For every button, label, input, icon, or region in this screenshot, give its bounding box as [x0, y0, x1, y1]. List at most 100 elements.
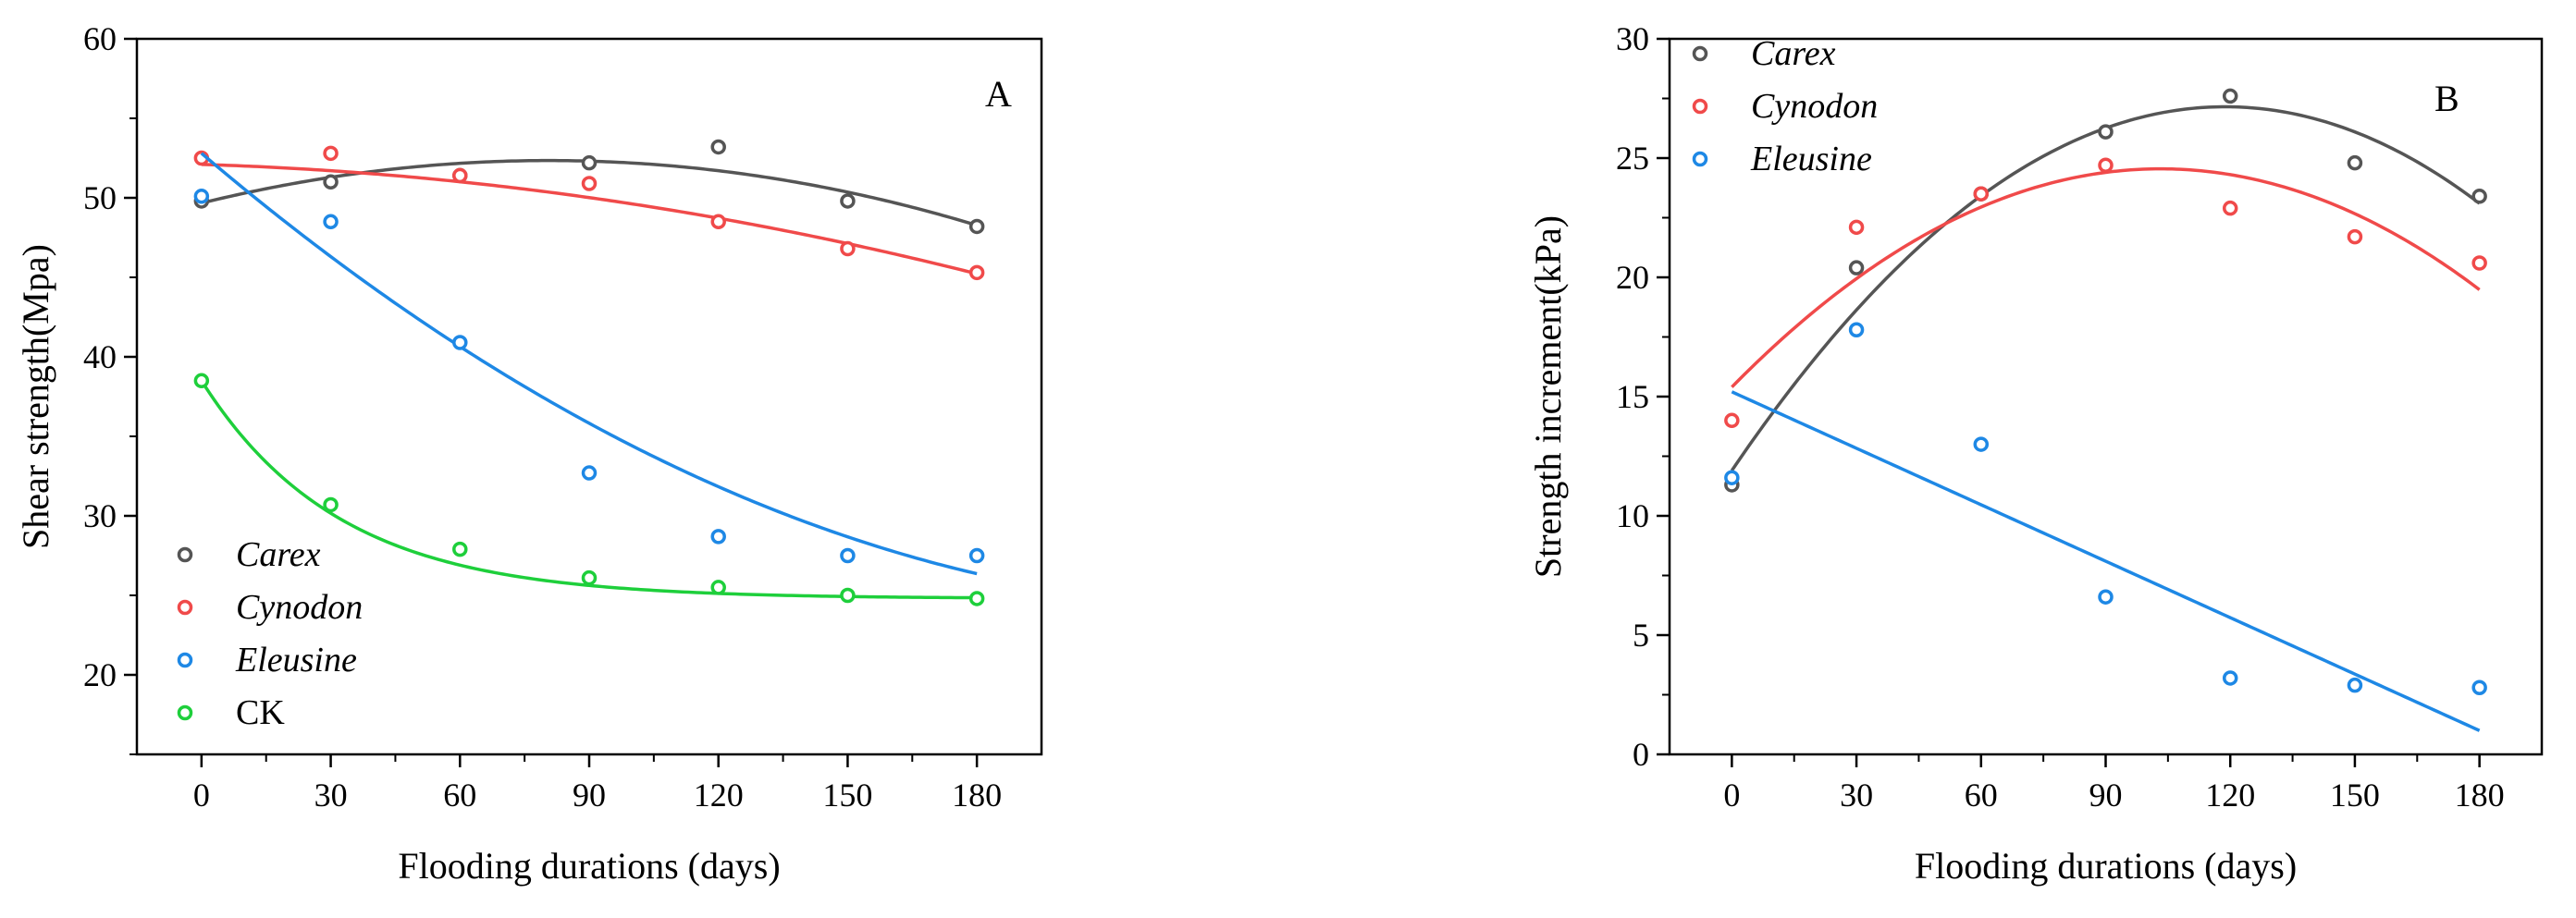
x-tick-label: 30	[1840, 777, 1873, 814]
x-tick-label: 90	[573, 777, 606, 814]
data-point	[323, 174, 339, 190]
data-point	[2098, 124, 2114, 140]
data-point	[452, 335, 468, 350]
legend-label: Eleusine	[1750, 140, 1872, 178]
series-eleusine	[193, 152, 985, 576]
fit-line-cynodon	[1731, 166, 2481, 388]
legend-marker	[177, 546, 193, 563]
x-tick-label: 120	[694, 777, 744, 814]
series-cynodon	[193, 145, 985, 281]
panel-letter: A	[985, 73, 1012, 115]
data-point	[2347, 228, 2363, 245]
series-cynodon	[1724, 157, 2487, 429]
data-point	[840, 240, 856, 257]
y-tick-label: 30	[83, 497, 117, 534]
data-point	[1724, 412, 1740, 429]
y-tick-label: 20	[1616, 259, 1649, 296]
series-ck	[193, 373, 985, 606]
data-point	[581, 569, 598, 586]
legend-label: Cynodon	[1751, 87, 1878, 126]
x-tick-label: 180	[952, 777, 1002, 814]
data-point	[2222, 88, 2238, 104]
legend-marker	[1692, 98, 1708, 115]
data-point	[581, 154, 598, 171]
y-tick-label: 5	[1633, 617, 1649, 654]
data-point	[840, 587, 856, 604]
panel-b: 0 30 60 90 120 150 180 0 5 10 15 20 25 30 Flooding dur…	[1527, 20, 2544, 887]
x-tick-label: 180	[2455, 777, 2505, 814]
data-point	[968, 547, 985, 564]
data-point	[710, 214, 726, 230]
data-point	[2471, 679, 2487, 696]
data-point	[1848, 219, 1865, 236]
data-point	[2098, 589, 2114, 605]
y-axis-title: Strength increment(kPa)	[1527, 215, 1569, 578]
series-carex	[193, 139, 985, 235]
data-point	[710, 529, 726, 545]
x-tick-label: 60	[1965, 777, 1998, 814]
legend-marker	[1692, 45, 1708, 62]
data-point	[710, 139, 726, 155]
legend-label: CK	[236, 693, 285, 732]
legend-label: Carex	[1751, 34, 1836, 73]
data-point	[193, 189, 210, 204]
panel-a: 0 30 60 90 120 150 180 20 30 40 50 60 Flooding durat…	[15, 20, 1043, 887]
data-point	[1848, 322, 1865, 338]
fit-line-eleusine	[200, 152, 978, 576]
data-point	[968, 264, 985, 281]
data-point	[968, 218, 985, 235]
y-tick-label: 40	[83, 338, 117, 375]
y-axis-title: Shear strength(Mpa)	[15, 244, 56, 549]
x-tick-label: 150	[2330, 777, 2380, 814]
x-axis-title: Flooding durations (days)	[1915, 845, 2297, 887]
data-point	[2347, 677, 2363, 693]
x-axis-title: Flooding durations (days)	[398, 845, 780, 887]
series-eleusine	[1724, 322, 2487, 732]
data-point	[2471, 189, 2487, 204]
y-tick-label: 10	[1616, 497, 1649, 534]
x-tick-label: 0	[1723, 777, 1740, 814]
legend-marker	[177, 652, 193, 668]
data-point	[1973, 186, 1990, 202]
x-tick-label: 0	[193, 777, 210, 814]
y-tick-label: 50	[83, 179, 117, 216]
data-point	[323, 145, 339, 162]
x-tick-label: 120	[2205, 777, 2255, 814]
panel-letter: B	[2434, 78, 2459, 119]
legend-marker	[1692, 151, 1708, 167]
legend-marker	[177, 704, 193, 721]
data-point	[2222, 200, 2238, 216]
legend-marker	[177, 599, 193, 616]
x-tick-label: 90	[2089, 777, 2123, 814]
data-point	[1848, 260, 1865, 275]
data-point	[452, 541, 468, 557]
y-tick-label: 30	[1616, 20, 1649, 57]
data-point	[323, 496, 339, 513]
data-point	[2347, 154, 2363, 171]
data-point	[323, 214, 339, 230]
data-point	[840, 193, 856, 209]
y-tick-label: 20	[83, 656, 117, 693]
data-point	[968, 591, 985, 606]
data-point	[452, 167, 468, 184]
data-point	[710, 580, 726, 595]
x-tick-label: 150	[822, 777, 872, 814]
data-point	[193, 373, 210, 389]
data-point	[1724, 470, 1740, 485]
data-point	[581, 465, 598, 481]
y-tick-label: 25	[1616, 140, 1649, 177]
fit-line-eleusine	[1731, 390, 2481, 732]
data-point	[2471, 255, 2487, 271]
data-point	[2222, 670, 2238, 686]
data-point	[840, 547, 856, 564]
legend-label: Carex	[236, 535, 321, 574]
y-tick-label: 15	[1616, 378, 1649, 415]
y-tick-label: 60	[83, 20, 117, 57]
data-point	[1973, 436, 1990, 452]
y-tick-label: 0	[1633, 736, 1649, 773]
legend-label: Cynodon	[236, 588, 363, 627]
x-tick-label: 30	[314, 777, 348, 814]
data-point	[2098, 157, 2114, 173]
